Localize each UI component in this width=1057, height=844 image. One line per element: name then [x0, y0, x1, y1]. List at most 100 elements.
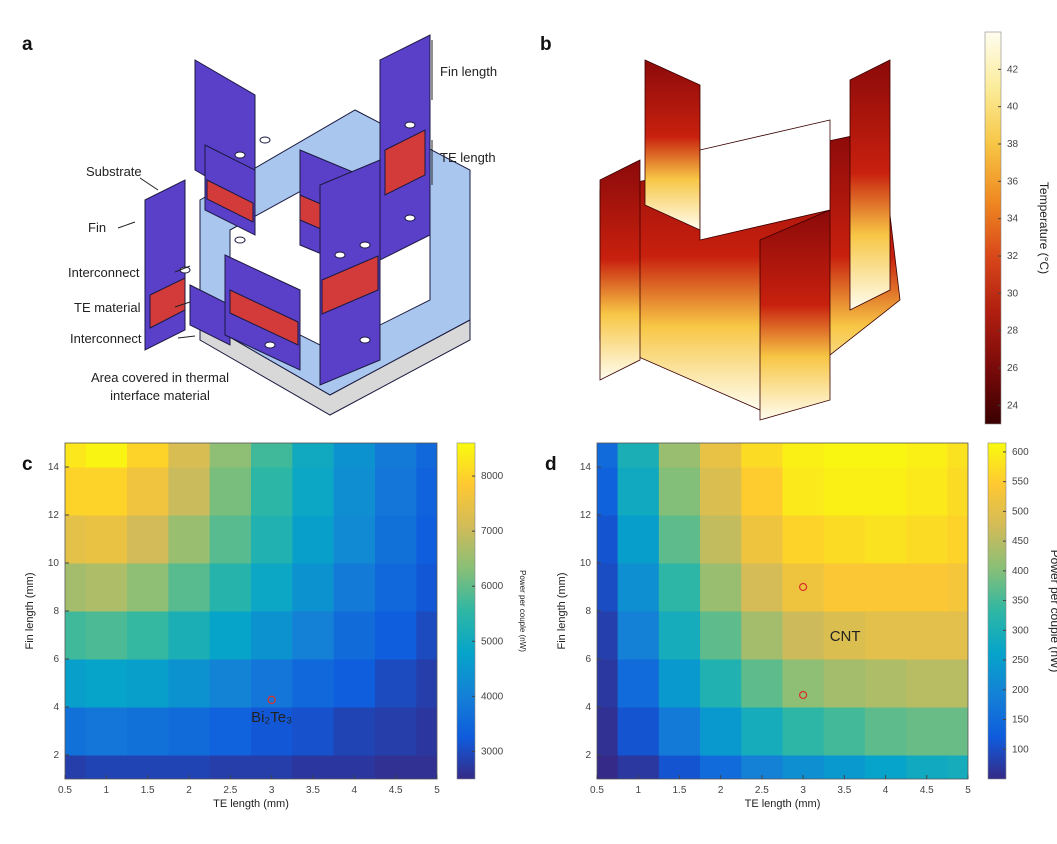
heat-cell	[824, 563, 866, 612]
colorbar-tick-label: 26	[1007, 363, 1019, 374]
heat-cell	[375, 659, 417, 708]
annotation: TE length	[440, 150, 496, 165]
colorbar-label: Power per couple (nW)	[518, 570, 527, 652]
y-tick-label: 6	[585, 654, 591, 665]
y-tick-label: 12	[48, 510, 60, 521]
heat-cell	[741, 659, 783, 708]
heat-cell	[292, 563, 334, 612]
annotation: CNT	[830, 628, 861, 645]
y-tick-label: 10	[48, 558, 60, 569]
y-axis-label: Fin length (mm)	[24, 572, 36, 649]
heat-cell	[865, 707, 907, 756]
heat-cell	[210, 467, 252, 516]
heat-cell	[251, 563, 293, 612]
heat-cell	[824, 515, 866, 564]
x-axis-label: TE length (mm)	[213, 798, 289, 810]
colorbar	[988, 443, 1006, 779]
heat-cell	[783, 611, 825, 660]
x-tick-label: 1.5	[672, 785, 686, 796]
heat-cell	[168, 563, 210, 612]
x-tick-label: 2.5	[755, 785, 769, 796]
heat-cell	[127, 515, 169, 564]
heat-cell	[251, 515, 293, 564]
heat-cell	[168, 659, 210, 708]
device-diagram	[145, 35, 470, 415]
heat-cell	[168, 515, 210, 564]
heat-cell	[618, 563, 660, 612]
heat-cell	[906, 467, 948, 516]
heat-cell	[334, 515, 376, 564]
heat-cell	[210, 707, 252, 756]
colorbar-tick-label: 7000	[481, 526, 504, 537]
panel-letter: a	[22, 34, 33, 55]
heat-cell	[906, 659, 948, 708]
heat-cell	[824, 707, 866, 756]
colorbar-tick-label: 150	[1012, 715, 1029, 726]
x-tick-label: 0.5	[58, 785, 72, 796]
heat-cell	[741, 707, 783, 756]
annotation: TE material	[74, 300, 141, 315]
heat-cell	[292, 515, 334, 564]
heat-cell	[618, 467, 660, 516]
y-tick-label: 8	[53, 606, 59, 617]
annotation: Area covered in thermal	[91, 370, 229, 385]
heat-cell	[700, 659, 742, 708]
colorbar-tick-label: 200	[1012, 685, 1029, 696]
heat-cell	[210, 659, 252, 708]
heat-cell	[251, 467, 293, 516]
y-tick-label: 14	[48, 462, 60, 473]
heat-cell	[741, 563, 783, 612]
heat-cell	[86, 707, 128, 756]
annotation: interface material	[110, 388, 210, 403]
heat-cell	[700, 707, 742, 756]
heat-cell	[906, 611, 948, 660]
panel-letter: b	[540, 34, 552, 55]
temperature-render	[600, 60, 900, 420]
heat-cell	[906, 563, 948, 612]
heat-cell	[292, 611, 334, 660]
heat-cell	[168, 467, 210, 516]
y-tick-label: 4	[585, 702, 591, 713]
x-tick-label: 3.5	[837, 785, 851, 796]
x-tick-label: 1	[104, 785, 110, 796]
colorbar-tick-label: 350	[1012, 596, 1029, 607]
colorbar-tick-label: 34	[1007, 214, 1019, 225]
heat-cell	[783, 659, 825, 708]
heat-cell	[334, 707, 376, 756]
colorbar-tick-label: 100	[1012, 744, 1029, 755]
heat-cell	[783, 467, 825, 516]
heat-cell	[906, 707, 948, 756]
y-tick-label: 4	[53, 702, 59, 713]
colorbar-tick-label: 36	[1007, 176, 1019, 187]
x-tick-label: 2.5	[223, 785, 237, 796]
x-tick-label: 4.5	[920, 785, 934, 796]
heat-cell	[659, 659, 701, 708]
x-tick-label: 5	[434, 785, 440, 796]
colorbar-tick-label: 30	[1007, 288, 1019, 299]
heat-cell	[375, 707, 417, 756]
y-tick-label: 10	[580, 558, 592, 569]
x-tick-label: 0.5	[590, 785, 604, 796]
annotation: Substrate	[86, 164, 142, 179]
annotation: Fin length	[440, 64, 497, 79]
colorbar-tick-label: 8000	[481, 471, 504, 482]
annotation: Fin	[88, 220, 106, 235]
heat-cell	[127, 707, 169, 756]
colorbar-label: Temperature (°C)	[1037, 182, 1051, 274]
heat-cell	[375, 467, 417, 516]
heat-cell	[700, 611, 742, 660]
heat-cell	[659, 707, 701, 756]
x-tick-label: 1	[635, 785, 641, 796]
heat-cell	[906, 515, 948, 564]
heat-cell	[292, 659, 334, 708]
y-tick-label: 2	[53, 750, 59, 761]
heat-cell	[334, 611, 376, 660]
heat-cell	[618, 659, 660, 708]
heat-cell	[741, 611, 783, 660]
colorbar	[457, 443, 475, 779]
heat-cell	[618, 515, 660, 564]
colorbar-tick-label: 450	[1012, 536, 1029, 547]
colorbar-tick-label: 24	[1007, 400, 1019, 411]
colorbar-tick-label: 250	[1012, 655, 1029, 666]
x-tick-label: 4	[883, 785, 889, 796]
